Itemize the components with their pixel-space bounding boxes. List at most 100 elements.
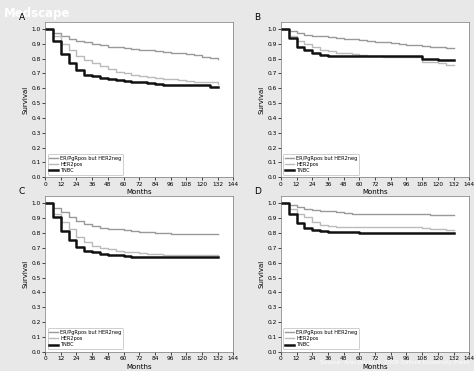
HER2pos: [176, 78, 182, 82]
TNBC: [121, 79, 127, 83]
TNBC: [58, 229, 64, 233]
ER/PgRpos but HER2neg: [325, 209, 331, 214]
ER/PgRpos but HER2neg: [113, 227, 118, 232]
ER/PgRpos but HER2neg: [403, 42, 409, 47]
HER2pos: [42, 201, 48, 206]
HER2pos: [419, 226, 425, 230]
ER/PgRpos but HER2neg: [152, 49, 158, 53]
HER2pos: [144, 75, 150, 79]
ER/PgRpos but HER2neg: [317, 209, 323, 213]
ER/PgRpos but HER2neg: [333, 36, 338, 40]
TNBC: [191, 83, 197, 88]
TNBC: [160, 255, 165, 259]
ER/PgRpos but HER2neg: [128, 229, 134, 233]
TNBC: [113, 78, 118, 82]
TNBC: [388, 231, 393, 235]
HER2pos: [427, 60, 433, 65]
TNBC: [435, 58, 441, 62]
ER/PgRpos but HER2neg: [286, 29, 292, 33]
HER2pos: [396, 55, 401, 59]
ER/PgRpos but HER2neg: [451, 213, 456, 217]
TNBC: [301, 226, 307, 230]
TNBC: [317, 53, 323, 57]
ER/PgRpos but HER2neg: [451, 46, 456, 50]
TNBC: [89, 250, 95, 255]
TNBC: [176, 255, 182, 260]
Line: TNBC: TNBC: [45, 29, 218, 87]
ER/PgRpos but HER2neg: [372, 39, 378, 44]
TNBC: [341, 53, 346, 58]
TNBC: [82, 73, 87, 77]
TNBC: [207, 85, 213, 89]
HER2pos: [341, 225, 346, 229]
Line: TNBC: TNBC: [281, 203, 454, 233]
TNBC: [199, 255, 205, 260]
HER2pos: [356, 225, 362, 229]
HER2pos: [341, 51, 346, 56]
TNBC: [152, 82, 158, 86]
HER2pos: [333, 50, 338, 55]
HER2pos: [380, 225, 386, 229]
HER2pos: [97, 64, 103, 68]
TNBC: [333, 53, 338, 58]
TNBC: [286, 211, 292, 216]
ER/PgRpos but HER2neg: [388, 41, 393, 45]
TNBC: [380, 53, 386, 58]
TNBC: [356, 231, 362, 235]
TNBC: [89, 74, 95, 79]
Text: D: D: [255, 187, 261, 196]
HER2pos: [73, 53, 79, 58]
HER2pos: [191, 79, 197, 84]
TNBC: [403, 231, 409, 235]
HER2pos: [411, 55, 417, 59]
TNBC: [105, 77, 111, 82]
TNBC: [310, 51, 315, 56]
ER/PgRpos but HER2neg: [356, 211, 362, 216]
HER2pos: [152, 76, 158, 80]
ER/PgRpos but HER2neg: [42, 201, 48, 206]
HER2pos: [301, 215, 307, 220]
ER/PgRpos but HER2neg: [365, 211, 370, 216]
TNBC: [128, 79, 134, 84]
HER2pos: [403, 55, 409, 59]
TNBC: [58, 52, 64, 56]
TNBC: [50, 39, 56, 43]
ER/PgRpos but HER2neg: [419, 44, 425, 48]
HER2pos: [294, 39, 300, 43]
ER/PgRpos but HER2neg: [411, 211, 417, 216]
HER2pos: [301, 42, 307, 46]
TNBC: [160, 82, 165, 87]
TNBC: [144, 255, 150, 259]
TNBC: [427, 56, 433, 61]
ER/PgRpos but HER2neg: [356, 38, 362, 42]
ER/PgRpos but HER2neg: [380, 40, 386, 45]
TNBC: [50, 215, 56, 220]
HER2pos: [113, 70, 118, 74]
ER/PgRpos but HER2neg: [317, 34, 323, 39]
Legend: ER/PgRpos but HER2neg, HER2pos, TNBC: ER/PgRpos but HER2neg, HER2pos, TNBC: [47, 328, 123, 349]
HER2pos: [396, 225, 401, 229]
TNBC: [73, 68, 79, 73]
TNBC: [333, 229, 338, 234]
ER/PgRpos but HER2neg: [97, 226, 103, 230]
HER2pos: [443, 62, 448, 67]
X-axis label: Months: Months: [127, 189, 152, 195]
TNBC: [97, 76, 103, 80]
TNBC: [278, 27, 283, 31]
TNBC: [451, 231, 456, 235]
HER2pos: [58, 42, 64, 46]
ER/PgRpos but HER2neg: [168, 50, 173, 55]
TNBC: [396, 231, 401, 235]
ER/PgRpos but HER2neg: [286, 203, 292, 207]
TNBC: [97, 252, 103, 256]
HER2pos: [89, 243, 95, 248]
TNBC: [42, 27, 48, 31]
TNBC: [451, 58, 456, 62]
TNBC: [419, 56, 425, 61]
TNBC: [372, 53, 378, 58]
TNBC: [286, 36, 292, 40]
HER2pos: [286, 207, 292, 211]
HER2pos: [160, 252, 165, 257]
Text: A: A: [18, 13, 25, 22]
TNBC: [152, 255, 158, 259]
